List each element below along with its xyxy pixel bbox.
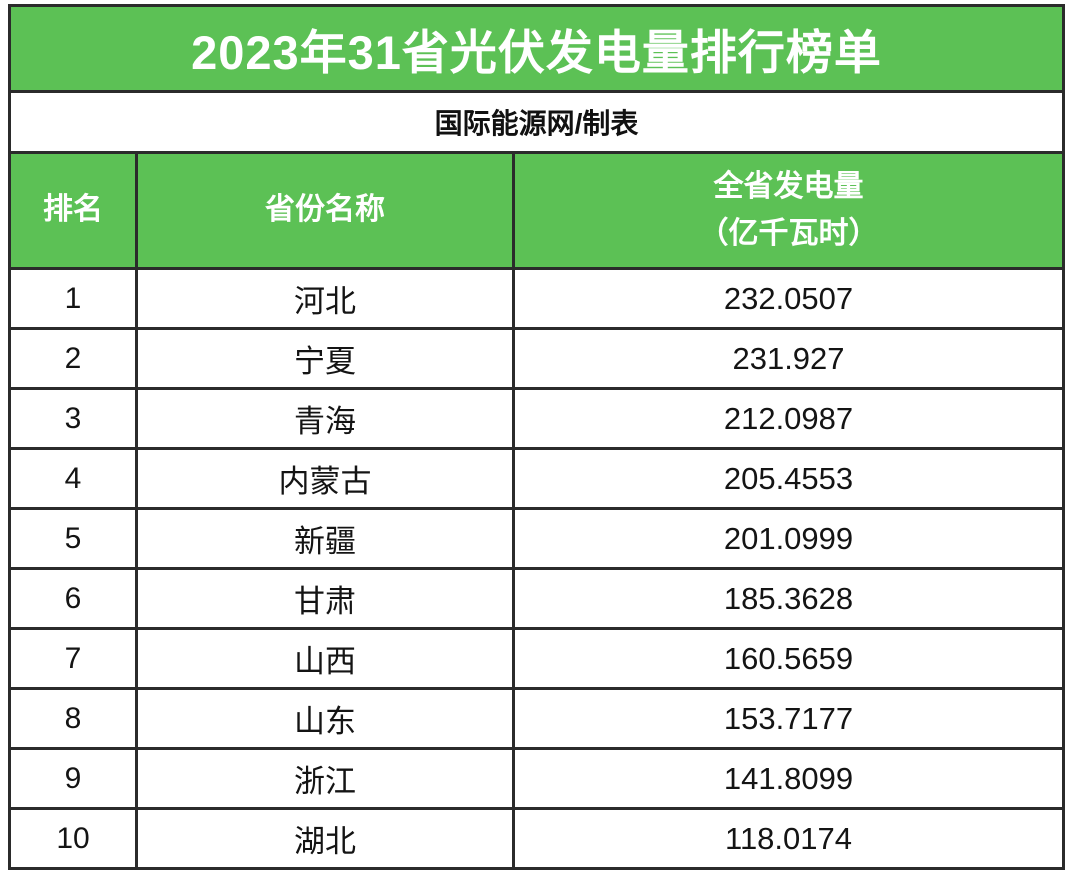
table-row: 3 青海 212.0987 [8, 387, 1065, 450]
rank-cell: 6 [8, 567, 138, 630]
table-row: 4 内蒙古 205.4553 [8, 447, 1065, 510]
title-row: 2023年31省光伏发电量排行榜单 [8, 4, 1065, 93]
subtitle: 国际能源网/制表 [8, 90, 1065, 154]
rank-cell: 2 [8, 327, 138, 390]
province-cell: 内蒙古 [135, 447, 515, 510]
page-title: 2023年31省光伏发电量排行榜单 [8, 4, 1065, 93]
table-row: 6 甘肃 185.3628 [8, 567, 1065, 630]
rank-cell: 3 [8, 387, 138, 450]
province-cell: 山西 [135, 627, 515, 690]
ranking-table: 2023年31省光伏发电量排行榜单 国际能源网/制表 排名 省份名称 全省发电量… [8, 4, 1065, 870]
province-cell: 河北 [135, 267, 515, 330]
province-cell: 甘肃 [135, 567, 515, 630]
header-row: 排名 省份名称 全省发电量 （亿千瓦时） [8, 151, 1065, 270]
value-cell: 141.8099 [512, 747, 1065, 810]
province-cell: 青海 [135, 387, 515, 450]
table-row: 7 山西 160.5659 [8, 627, 1065, 690]
rank-cell: 5 [8, 507, 138, 570]
table-row: 8 山东 153.7177 [8, 687, 1065, 750]
table-row: 1 河北 232.0507 [8, 267, 1065, 330]
table-row: 10 湖北 118.0174 [8, 807, 1065, 870]
value-cell: 160.5659 [512, 627, 1065, 690]
rank-cell: 8 [8, 687, 138, 750]
value-cell: 212.0987 [512, 387, 1065, 450]
col-header-value-line2: （亿千瓦时） [698, 216, 879, 250]
value-cell: 201.0999 [512, 507, 1065, 570]
rank-cell: 7 [8, 627, 138, 690]
rank-cell: 10 [8, 807, 138, 870]
value-cell: 185.3628 [512, 567, 1065, 630]
table-row: 2 宁夏 231.927 [8, 327, 1065, 390]
province-cell: 湖北 [135, 807, 515, 870]
rank-cell: 1 [8, 267, 138, 330]
rank-cell: 9 [8, 747, 138, 810]
province-cell: 新疆 [135, 507, 515, 570]
subtitle-row: 国际能源网/制表 [8, 90, 1065, 154]
value-cell: 118.0174 [512, 807, 1065, 870]
province-cell: 山东 [135, 687, 515, 750]
col-header-province: 省份名称 [135, 151, 515, 270]
table-row: 5 新疆 201.0999 [8, 507, 1065, 570]
col-header-rank: 排名 [8, 151, 138, 270]
value-cell: 231.927 [512, 327, 1065, 390]
rank-cell: 4 [8, 447, 138, 510]
value-cell: 232.0507 [512, 267, 1065, 330]
col-header-value-line1: 全省发电量 [713, 170, 864, 203]
value-cell: 153.7177 [512, 687, 1065, 750]
table-row: 9 浙江 141.8099 [8, 747, 1065, 810]
value-cell: 205.4553 [512, 447, 1065, 510]
province-cell: 宁夏 [135, 327, 515, 390]
col-header-value: 全省发电量 （亿千瓦时） [512, 151, 1065, 270]
province-cell: 浙江 [135, 747, 515, 810]
